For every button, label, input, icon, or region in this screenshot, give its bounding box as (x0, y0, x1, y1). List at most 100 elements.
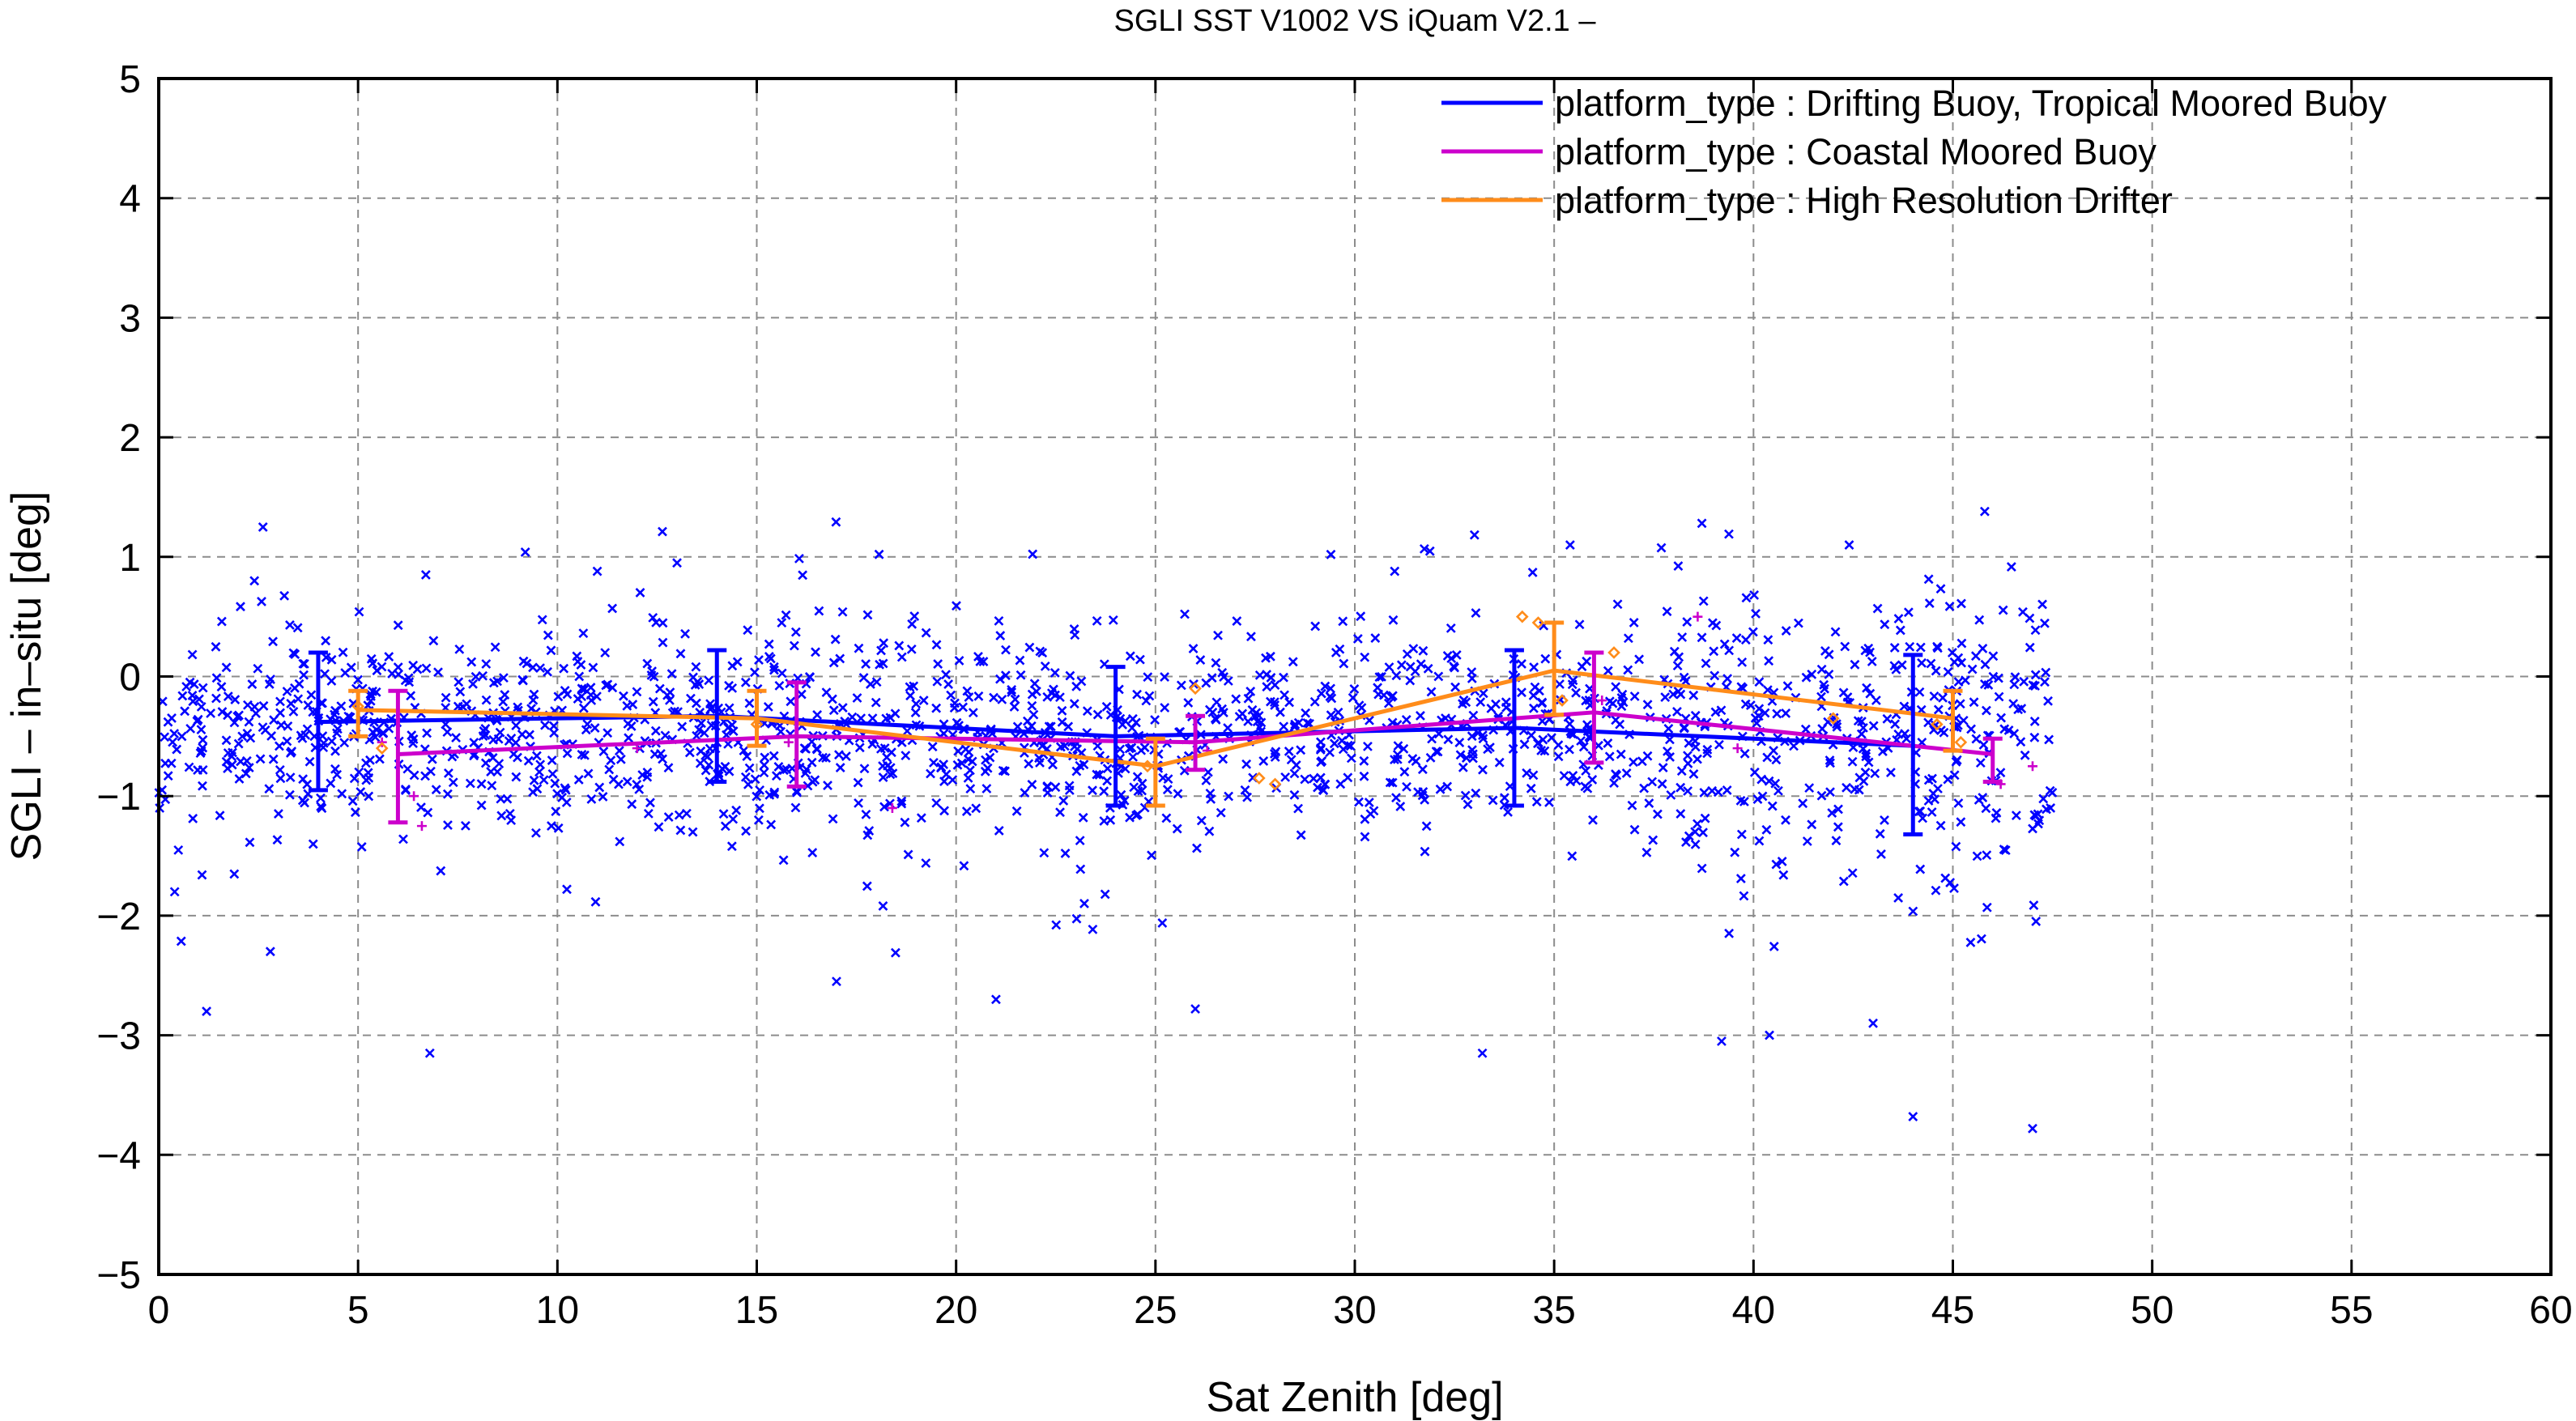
scatter-point (1075, 864, 1086, 874)
scatter-point (1698, 596, 1709, 606)
scatter-point (943, 679, 954, 689)
scatter-point (1329, 738, 1339, 749)
scatter-point (303, 700, 313, 710)
scatter-point (409, 791, 419, 802)
scatter-point (1702, 744, 1713, 755)
scatter-point (1939, 727, 1949, 738)
scatter-point (1011, 806, 1022, 816)
scatter-point (1781, 626, 1791, 636)
scatter-point (356, 787, 366, 797)
scatter-point (871, 677, 882, 687)
scatter-point (588, 662, 598, 673)
scatter-point (1326, 683, 1335, 694)
scatter-point (1623, 633, 1633, 644)
scatter-point (577, 749, 587, 759)
scatter-point (674, 810, 684, 820)
scatter-point (365, 755, 375, 765)
scatter-point (632, 687, 642, 697)
scatter-point (1360, 652, 1370, 662)
scatter-point (1681, 837, 1691, 847)
scatter-point (592, 566, 602, 576)
scatter-point (1469, 530, 1480, 540)
scatter-point (1762, 685, 1773, 696)
scatter-point (743, 625, 753, 636)
scatter-point (470, 671, 481, 682)
scatter-point (1924, 598, 1935, 608)
scatter-point (1736, 829, 1747, 840)
scatter-point (1683, 758, 1693, 768)
scatter-point (1571, 687, 1581, 698)
scatter-point (1325, 747, 1335, 758)
scatter-point (1567, 851, 1578, 862)
scatter-point (879, 802, 889, 812)
scatter-point (720, 821, 730, 832)
scatter-point (211, 673, 222, 683)
scatter-point (732, 657, 743, 667)
scatter-point (1284, 697, 1295, 708)
scatter-point (896, 798, 907, 809)
scatter-point (1050, 667, 1060, 678)
scatter-point (1981, 705, 1991, 716)
scatter-point (1157, 918, 1168, 928)
scatter-point (1642, 700, 1653, 710)
scatter-point (1488, 795, 1498, 806)
scatter-point (454, 644, 465, 654)
scatter-point (1798, 798, 1808, 809)
scatter-point (600, 648, 611, 658)
scatter-point (1683, 786, 1693, 796)
scatter-point (1672, 661, 1683, 671)
scatter-point (1426, 687, 1437, 697)
scatter-point (398, 834, 408, 845)
scatter-point (1752, 718, 1762, 729)
scatter-point (1402, 781, 1411, 792)
scatter-point (206, 708, 216, 718)
scatter-point (1377, 671, 1386, 682)
scatter-point (1284, 746, 1294, 756)
scatter-point (1724, 645, 1735, 656)
scatter-point (1124, 743, 1135, 754)
scatter-point (1931, 666, 1941, 676)
scatter-point (862, 610, 873, 620)
scatter-point (650, 725, 661, 736)
scatter-point (2038, 793, 2049, 804)
scatter-point (1588, 815, 1598, 825)
scatter-point (172, 744, 182, 755)
scatter-point (1666, 789, 1676, 800)
scatter-point (1471, 608, 1481, 618)
scatter-point (197, 870, 207, 880)
scatter-point (529, 689, 539, 700)
scatter-point (406, 691, 416, 701)
error-bar (1145, 736, 1165, 808)
y-tick-label: −5 (96, 1254, 141, 1297)
scatter-point (828, 705, 839, 716)
scatter-point (931, 640, 942, 650)
scatter-point (728, 726, 739, 736)
scatter-point (665, 695, 675, 705)
scatter-point (1885, 768, 1896, 777)
scatter-point (1953, 677, 1964, 687)
scatter-point (1316, 688, 1326, 699)
scatter-point (634, 784, 645, 794)
scatter-point (1519, 739, 1530, 750)
scatter-point (436, 866, 446, 876)
scatter-point (361, 775, 372, 785)
scatter-point (1305, 718, 1314, 729)
scatter-point (363, 768, 373, 778)
scatter-point (562, 748, 573, 759)
scatter-point (1949, 770, 1960, 781)
scatter-point (1094, 770, 1105, 780)
scatter-point (590, 723, 600, 733)
scatter-point (537, 615, 547, 625)
scatter-point (1070, 742, 1079, 751)
grid (159, 79, 2551, 1274)
error-bar (388, 688, 408, 825)
error-bar (1186, 713, 1206, 772)
scatter-point (1731, 633, 1742, 644)
scatter-point (882, 752, 892, 763)
scatter-point (244, 763, 254, 772)
scatter-point (1454, 738, 1465, 747)
scatter-point (1692, 754, 1702, 764)
scatter-point (1763, 635, 1773, 645)
scatter-point (1467, 674, 1477, 683)
scatter-point (1204, 826, 1215, 836)
